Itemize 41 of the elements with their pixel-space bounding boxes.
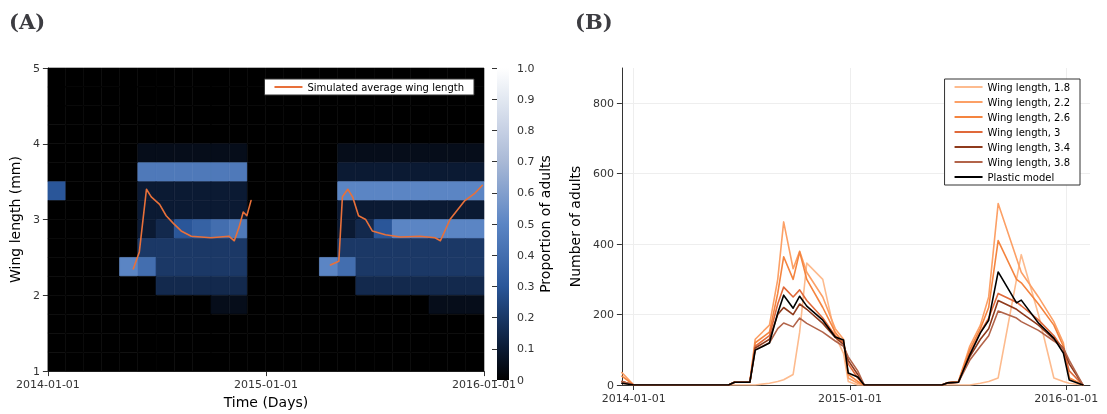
x-tick-label: 2015-01-01 bbox=[233, 378, 298, 392]
legend-label: Plastic model bbox=[987, 171, 1055, 183]
color-bar-label: 0 bbox=[517, 373, 524, 387]
color-bar-label: 0.5 bbox=[517, 217, 535, 231]
legend-label: Simulated average wing length bbox=[307, 81, 465, 93]
legend-label: Wing length, 2.2 bbox=[987, 96, 1071, 108]
y-axis-title: Number of adults bbox=[567, 165, 583, 288]
legend-label: Wing length, 3.4 bbox=[987, 141, 1071, 153]
legend-label: Wing length, 2.6 bbox=[987, 111, 1071, 123]
y-tick-label: 0 bbox=[606, 378, 614, 392]
x-tick-label: 2014-01-01 bbox=[15, 378, 80, 392]
y-tick-label: 3 bbox=[32, 213, 40, 227]
color-bar-label: 1.0 bbox=[517, 61, 535, 75]
legend-label: Wing length, 3 bbox=[987, 126, 1061, 138]
x-tick-label: 2016-01-01 bbox=[1034, 392, 1099, 405]
y-tick-label: 400 bbox=[592, 237, 614, 251]
y-tick-label: 2 bbox=[32, 288, 40, 302]
x-tick-label: 2014-01-01 bbox=[601, 392, 666, 405]
chart-title: (B) bbox=[575, 9, 613, 34]
x-axis-title: Time (Days) bbox=[222, 394, 309, 410]
color-bar-label: 0.3 bbox=[517, 279, 535, 293]
y-tick-label: 1 bbox=[32, 364, 40, 378]
y-axis-title: Wing length (mm) bbox=[7, 156, 23, 284]
y-tick-label: 600 bbox=[592, 167, 614, 181]
color-bar-label: 0.9 bbox=[517, 92, 535, 106]
color-bar-label: 0.6 bbox=[517, 186, 535, 200]
legend-label: Wing length, 1.8 bbox=[987, 81, 1071, 93]
chart-title: (A) bbox=[9, 9, 46, 34]
y-tick-label: 4 bbox=[32, 137, 40, 151]
color-bar-label: 0.8 bbox=[517, 123, 535, 137]
x-tick-label: 2016-01-01 bbox=[452, 378, 516, 392]
color-bar-label: 0.2 bbox=[517, 311, 535, 325]
color-bar-label: 0.4 bbox=[517, 248, 535, 262]
legend-label: Wing length, 3.8 bbox=[987, 156, 1071, 168]
color-bar-label: 0.1 bbox=[517, 342, 535, 356]
y-tick-label: 200 bbox=[592, 308, 614, 322]
y-tick-label: 800 bbox=[592, 96, 614, 110]
x-tick-label: 2015-01-01 bbox=[818, 392, 882, 405]
color-bar-label: 0.7 bbox=[517, 155, 535, 169]
y-tick-label: 5 bbox=[32, 61, 40, 75]
color-bar-title: Proportion of adults bbox=[537, 155, 554, 293]
